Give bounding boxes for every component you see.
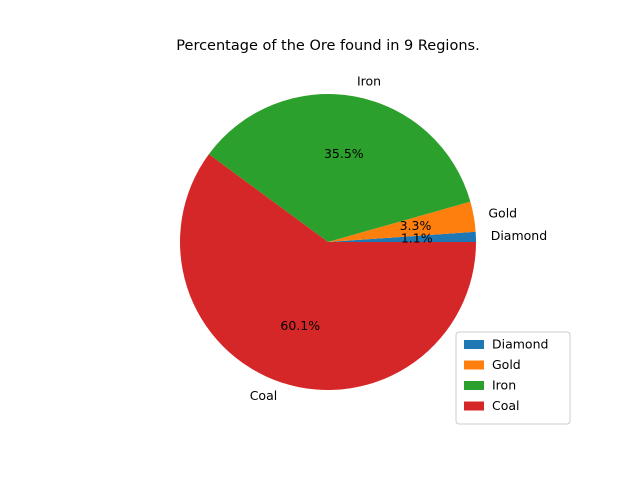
slice-percent-gold: 3.3% <box>400 218 432 233</box>
pie-labels: Diamond 1.1% Gold 3.3% Iron 35.5% Coal 60.1% <box>250 73 547 403</box>
slice-label-diamond: Diamond <box>491 228 547 243</box>
slice-label-gold: Gold <box>488 206 517 221</box>
legend: Diamond Gold Iron Coal <box>455 331 571 425</box>
pie-slice-diamond <box>328 231 476 242</box>
legend-swatch-iron <box>464 381 484 390</box>
legend-label-iron: Iron <box>492 378 516 393</box>
pie-slice-gold <box>328 201 476 242</box>
pie-slice-iron <box>208 93 471 242</box>
legend-box <box>455 331 571 425</box>
legend-label-coal: Coal <box>492 398 520 413</box>
pie-slices <box>180 93 476 390</box>
slice-percent-diamond: 1.1% <box>401 230 433 245</box>
slice-label-coal: Coal <box>250 388 278 403</box>
slice-label-iron: Iron <box>357 73 381 88</box>
legend-label-gold: Gold <box>492 357 521 372</box>
chart-title: Percentage of the Ore found in 9 Regions… <box>176 38 479 54</box>
legend-swatch-gold <box>464 360 484 370</box>
slice-percent-coal: 60.1% <box>280 318 320 333</box>
slice-percent-iron: 35.5% <box>324 146 364 161</box>
pie-slice-coal <box>180 154 476 390</box>
legend-swatch-coal <box>464 401 484 411</box>
legend-swatch-diamond <box>464 340 484 349</box>
legend-label-diamond: Diamond <box>492 337 548 352</box>
